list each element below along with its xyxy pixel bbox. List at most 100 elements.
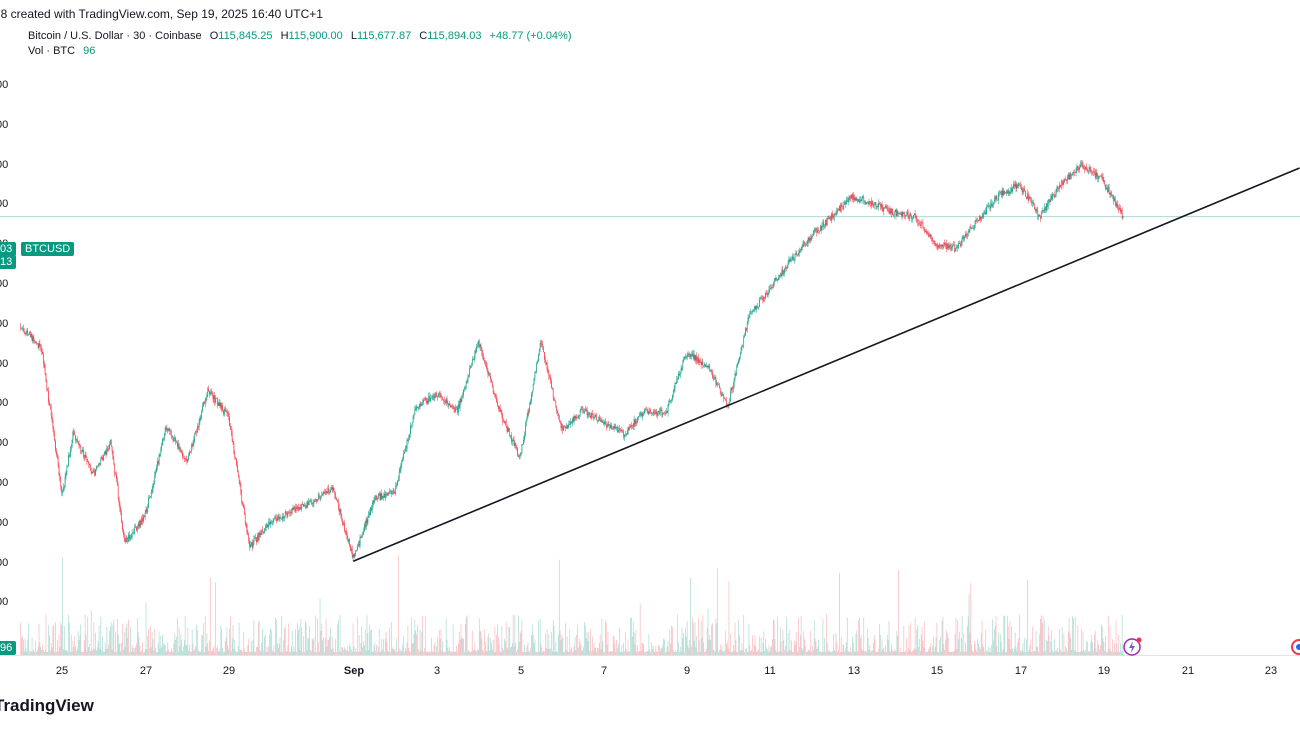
symbol-legend[interactable]: Bitcoin / U.S. Dollar · 30 · Coinbase O1… [28, 30, 572, 42]
volume-bar [591, 636, 593, 655]
candle-body [1085, 166, 1086, 170]
volume-bar [504, 638, 505, 655]
volume-bar [891, 644, 892, 655]
symbol-name[interactable]: Bitcoin / U.S. Dollar · 30 · Coinbase [28, 30, 202, 42]
volume-bar [630, 618, 631, 655]
volume-bar [956, 649, 958, 655]
volume-bar [83, 640, 85, 655]
candle-body [833, 213, 835, 218]
candle-body [50, 408, 52, 416]
volume-bar [832, 651, 833, 655]
volume-bar [1093, 634, 1095, 655]
volume-bar [29, 651, 31, 655]
volume-bar [535, 651, 537, 655]
volume-bar [188, 650, 190, 655]
close-value: 115,894.03 [427, 30, 482, 42]
volume-bar [816, 649, 818, 655]
volume-legend[interactable]: Vol · BTC 96 [28, 45, 95, 57]
candle-body [551, 388, 553, 390]
candle-body [499, 406, 501, 410]
candle-body [474, 350, 476, 359]
candle-body [636, 421, 638, 423]
volume-label[interactable]: Vol · BTC [28, 45, 76, 57]
candle-body [133, 531, 135, 533]
candle-body [100, 459, 102, 464]
volume-bar [614, 644, 616, 655]
candle-body [170, 431, 172, 437]
volume-bar [904, 652, 906, 655]
settings-icon[interactable] [1290, 638, 1300, 656]
candle-body [237, 465, 238, 473]
candle-body [503, 420, 504, 422]
volume-bar [909, 650, 911, 655]
volume-bar [822, 619, 824, 655]
volume-bar [1116, 643, 1118, 655]
volume-bar [1010, 649, 1012, 655]
volume-bar [1110, 651, 1112, 655]
candle-body [367, 516, 369, 524]
volume-bar [138, 637, 140, 655]
volume-bar [164, 644, 166, 655]
volume-bar [859, 618, 860, 655]
volume-bar [634, 644, 636, 655]
candle-body [104, 451, 106, 455]
volume-bar [729, 651, 731, 655]
volume-bar [990, 652, 992, 655]
volume-bar [706, 627, 708, 655]
candle-body [183, 457, 185, 459]
volume-bar [20, 622, 22, 655]
candle-body [939, 244, 940, 248]
time-axis-label: 5 [517, 665, 525, 677]
candle-body [552, 388, 554, 398]
candle-body [1033, 204, 1035, 210]
candle-body [666, 411, 668, 413]
volume-bar [1043, 651, 1045, 655]
candle-body [631, 425, 632, 428]
candle-body [234, 453, 236, 458]
volume-bar [182, 650, 183, 655]
candle-body [1100, 175, 1102, 177]
candle-body [1104, 180, 1106, 185]
volume-bar [511, 642, 513, 655]
volume-bar [887, 639, 889, 655]
volume-bar [345, 650, 347, 655]
chart-pane[interactable] [0, 60, 1300, 655]
candle-body [620, 430, 622, 431]
candle-body [135, 526, 136, 528]
volume-bar [445, 618, 447, 655]
lightning-icon[interactable] [1122, 637, 1142, 657]
volume-bar [154, 629, 156, 655]
candle-body [964, 236, 966, 239]
volume-bar [608, 651, 610, 655]
candle-body [275, 516, 277, 519]
candle-body [277, 516, 278, 521]
candle-body [262, 529, 263, 532]
volume-bar [55, 622, 56, 655]
candle-body [246, 524, 248, 533]
volume-bar [498, 636, 499, 655]
volume-bar [309, 625, 310, 655]
volume-bar [433, 645, 435, 655]
volume-bar [873, 634, 875, 655]
volume-bar [116, 651, 117, 655]
volume-bar [926, 651, 928, 655]
candle-body [578, 416, 579, 418]
candle-body [664, 412, 665, 414]
candle-body [389, 491, 390, 494]
candle-body [965, 233, 966, 237]
time-axis[interactable]: 25 27 29 Sep 3 5 7 9 11 13 15 17 19 21 23 [0, 655, 1300, 686]
candle-body [57, 457, 59, 466]
candle-body [471, 359, 473, 366]
candle-body [1026, 193, 1028, 199]
volume-bar [1013, 648, 1015, 655]
candle-body [525, 424, 526, 436]
price-chart[interactable] [0, 60, 1300, 655]
volume-bar [1100, 624, 1102, 655]
candle-body [681, 368, 683, 369]
volume-bar [878, 648, 879, 655]
volume-bar [596, 651, 598, 655]
candle-body [431, 396, 433, 399]
candle-body [561, 426, 563, 428]
volume-bar [939, 639, 940, 655]
candle-body [47, 388, 49, 391]
